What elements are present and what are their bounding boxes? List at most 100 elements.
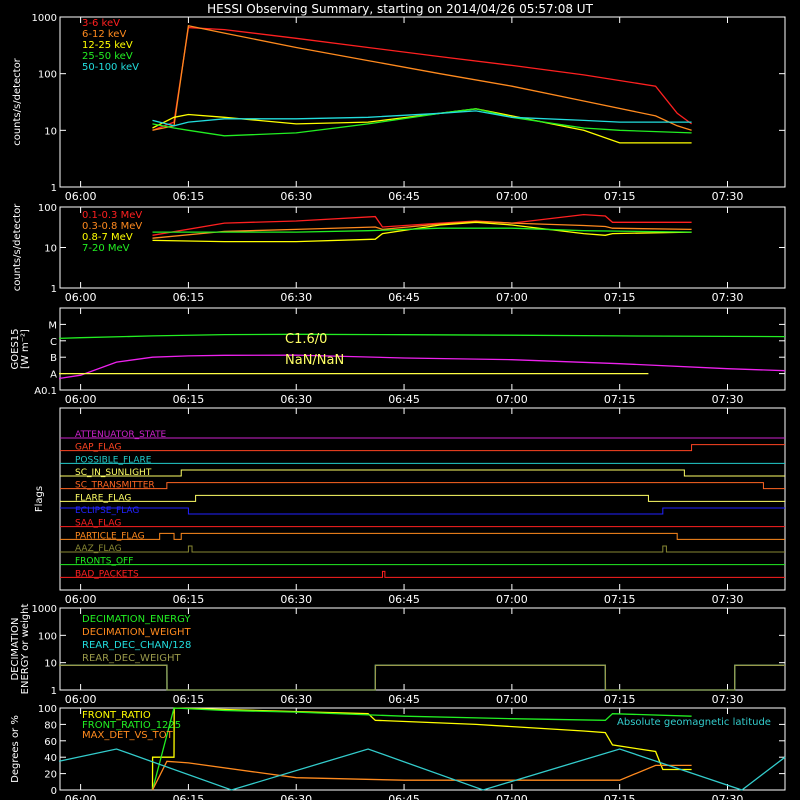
legend-3: 25-50 keV xyxy=(82,51,133,62)
x-tick-label: 06:00 xyxy=(65,593,97,606)
series-line-3 xyxy=(152,108,692,137)
y-tick-label: 20 xyxy=(44,770,57,781)
x-tick-label: 06:30 xyxy=(280,393,312,406)
y-tick-label: 1000 xyxy=(32,604,57,615)
y-axis-label: counts/s/detector xyxy=(12,203,23,291)
legend-3: REAR_DEC_WEIGHT xyxy=(82,653,181,664)
x-tick-label: 06:00 xyxy=(65,393,97,406)
y-tick-label: 40 xyxy=(44,753,57,764)
y-tick-label: C xyxy=(50,337,57,348)
legend-1: 0.3-0.8 MeV xyxy=(82,221,142,232)
x-tick-label: 06:00 xyxy=(65,291,97,304)
panel-ratio: 06:00 06:15 06:30 06:45 07:00 07:15 07:30 Degre… xyxy=(10,704,786,800)
x-tick-label: 07:15 xyxy=(604,793,636,800)
flag-line-sc-in-sunlight xyxy=(60,469,785,477)
y-tick-label: 100 xyxy=(38,203,57,214)
flag-label-aaz-flag: AAZ_FLAG xyxy=(75,544,122,554)
y-tick-label: 1 xyxy=(51,686,57,697)
series-line-3 xyxy=(58,748,786,791)
x-tick-label: 06:15 xyxy=(173,693,205,706)
y-tick-label: 1 xyxy=(51,183,57,194)
x-tick-label: 06:15 xyxy=(173,593,205,606)
series-line-0 xyxy=(151,707,692,791)
x-tick-label: 07:15 xyxy=(604,291,636,304)
y-tick-label: M xyxy=(48,320,57,331)
panel-decimation: 06:00 06:15 06:30 06:45 07:00 07:15 07:30 DECIM… xyxy=(10,604,786,706)
y-tick-label: 100 xyxy=(38,631,57,642)
legend-4: 50-100 keV xyxy=(82,62,139,73)
x-tick-label: 06:45 xyxy=(388,793,420,800)
flag-label-bad-packets: BAD_PACKETS xyxy=(75,569,139,579)
flag-label-saa-flag: SAA_FLAG xyxy=(75,519,121,529)
x-tick-label: 07:30 xyxy=(712,291,744,304)
x-tick-label: 06:30 xyxy=(280,593,312,606)
y-axis-label: DECIMATION xyxy=(10,617,21,680)
legend-1: 6-12 keV xyxy=(82,29,126,40)
series-line-0 xyxy=(58,333,786,340)
y-tick-label: 100 xyxy=(38,70,57,81)
y-tick-label: A xyxy=(50,370,57,381)
legend-0: 0.1-0.3 MeV xyxy=(82,210,142,221)
y-tick-label: 100 xyxy=(38,704,57,715)
x-tick-label: 07:30 xyxy=(712,693,744,706)
x-tick-label: 07:30 xyxy=(712,793,744,800)
y-axis-label: GOES15 xyxy=(10,328,21,369)
x-tick-label: 06:30 xyxy=(280,793,312,800)
flag-label-gap-flag: GAP_FLAG xyxy=(75,443,121,453)
y-tick-label: A0.1 xyxy=(34,386,57,397)
x-tick-label: 07:30 xyxy=(712,593,744,606)
series-line-1 xyxy=(152,220,692,239)
x-tick-label: 06:00 xyxy=(65,693,97,706)
panel-frame xyxy=(59,307,786,391)
series-line-1 xyxy=(152,25,692,131)
y-tick-label: 10 xyxy=(44,244,57,255)
x-tick-label: 06:15 xyxy=(173,291,205,304)
flag-label-eclipse-flag: ECLIPSE_FLAG xyxy=(75,506,139,516)
legend-2: REAR_DEC_CHAN/128 xyxy=(82,640,191,651)
panel-frame xyxy=(59,407,786,591)
flag-line-flare-flag xyxy=(60,494,785,502)
y-axis-label-2: [W m⁻²] xyxy=(20,329,31,369)
series-line-4 xyxy=(152,110,692,127)
y-axis-label: Degrees or % xyxy=(10,715,21,783)
x-tick-label: 07:30 xyxy=(712,190,744,203)
x-tick-label: 06:30 xyxy=(280,693,312,706)
x-tick-label: 07:00 xyxy=(496,190,528,203)
x-tick-label: 07:30 xyxy=(712,393,744,406)
x-tick-label: 06:45 xyxy=(388,190,420,203)
y-tick-label: B xyxy=(50,353,57,364)
y-tick-label: 60 xyxy=(44,737,57,748)
panel-frame xyxy=(59,607,786,691)
x-tick-label: 06:45 xyxy=(388,291,420,304)
panel-gamma: 06:00 06:15 06:30 06:45 07:00 07:15 07:30 count… xyxy=(12,203,786,304)
flag-label-flare-flag: FLARE_FLAG xyxy=(75,493,131,503)
y-tick-label: 10 xyxy=(44,126,57,137)
legend-2: 0.8-7 MeV xyxy=(82,232,133,243)
flag-label-sc-transmitter: SC_TRANSMITTER xyxy=(75,481,155,491)
x-tick-label: 06:45 xyxy=(388,593,420,606)
legend-2: 12-25 keV xyxy=(82,40,133,51)
flag-label-particle-flag: PARTICLE_FLAG xyxy=(75,531,145,541)
flag-label-fronts-off: FRONTS_OFF xyxy=(75,557,133,567)
series-line-2 xyxy=(151,760,692,791)
flag-line-eclipse-flag xyxy=(60,507,785,515)
series-line-2 xyxy=(152,221,692,243)
panel-frame xyxy=(59,707,786,791)
y-tick-label: 1000 xyxy=(32,13,57,24)
y-axis-label: Flags xyxy=(34,486,45,512)
y-tick-label: 0 xyxy=(51,786,57,797)
chart-title: HESSI Observing Summary, starting on 201… xyxy=(207,2,593,16)
x-tick-label: 06:45 xyxy=(388,393,420,406)
x-tick-label: 06:30 xyxy=(280,291,312,304)
legend-3: 7-20 MeV xyxy=(82,243,130,254)
x-tick-label: 07:00 xyxy=(496,693,528,706)
goes-flare-class: C1.6/0 xyxy=(285,332,327,347)
x-tick-label: 07:00 xyxy=(496,393,528,406)
panel-flags: 06:00 06:15 06:30 06:45 07:00 07:15 07:30 Flags… xyxy=(34,407,786,606)
x-tick-label: 06:00 xyxy=(65,190,97,203)
series-line-3 xyxy=(59,664,785,691)
x-tick-label: 07:00 xyxy=(496,593,528,606)
legend-3: Absolute geomagnetic latitude xyxy=(617,717,771,728)
